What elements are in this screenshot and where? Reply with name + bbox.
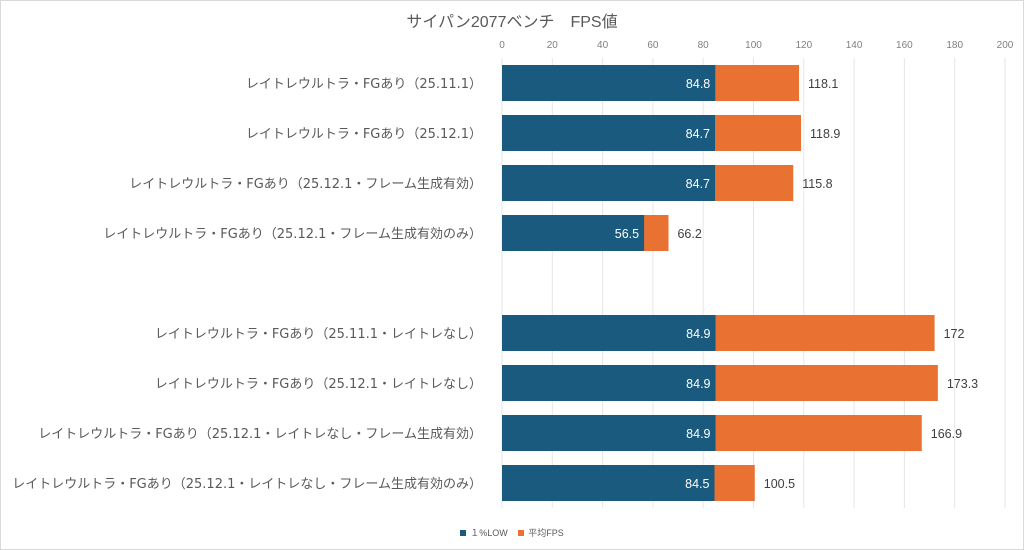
data-label-1pct-low: 56.5 (615, 227, 639, 241)
legend-label-average-fps: 平均FPS (528, 528, 564, 538)
data-label-average-fps: 173.3 (947, 377, 978, 391)
bar-1pct-low (502, 465, 715, 501)
bar-1pct-low (502, 165, 716, 201)
data-label-average-fps: 66.2 (677, 227, 701, 241)
x-tick-label: 200 (997, 40, 1014, 51)
x-tick-label: 100 (745, 40, 762, 51)
legend-item-1pct-low: １%LOW (460, 526, 508, 539)
x-tick-label: 60 (647, 40, 659, 51)
legend-swatch-average-fps (518, 529, 525, 536)
category-label: レイトレウルトラ・FGあり（25.11.1・レイトレなし） (155, 327, 482, 342)
bar-1pct-low (502, 365, 716, 401)
x-tick-label: 120 (795, 40, 812, 51)
bars (502, 65, 938, 501)
legend: １%LOW 平均FPS (0, 526, 1024, 539)
data-label-1pct-low: 84.9 (686, 427, 710, 441)
bar-1pct-low (502, 415, 716, 451)
x-tick-label: 160 (896, 40, 913, 51)
data-label-average-fps: 166.9 (931, 427, 962, 441)
category-label: レイトレウルトラ・FGあり（25.11.1） (246, 77, 482, 92)
data-label-1pct-low: 84.9 (686, 377, 710, 391)
data-label-1pct-low: 84.8 (686, 77, 710, 91)
data-label-average-fps: 118.9 (810, 127, 840, 141)
data-label-1pct-low: 84.7 (686, 177, 710, 191)
data-label-average-fps: 172 (944, 327, 965, 341)
bar-1pct-low (502, 315, 716, 351)
legend-label-1pct-low: １%LOW (470, 528, 508, 538)
category-label: レイトレウルトラ・FGあり（25.12.1・フレーム生成有効） (129, 177, 482, 192)
x-tick-label: 20 (547, 40, 559, 51)
category-label: レイトレウルトラ・FGあり（25.12.1・レイトレなし） (155, 377, 482, 392)
legend-swatch-1pct-low (460, 529, 467, 536)
data-label-1pct-low: 84.9 (686, 327, 710, 341)
legend-item-average-fps: 平均FPS (518, 526, 564, 539)
x-tick-label: 140 (846, 40, 863, 51)
x-tick-label: 180 (946, 40, 963, 51)
category-label: レイトレウルトラ・FGあり（25.12.1・レイトレなし・フレーム生成有効） (38, 427, 482, 442)
x-tick-label: 0 (499, 40, 505, 51)
bar-1pct-low (502, 115, 716, 151)
data-label-average-fps: 100.5 (764, 477, 795, 491)
data-label-1pct-low: 84.7 (686, 127, 710, 141)
category-label: レイトレウルトラ・FGあり（25.12.1・フレーム生成有効のみ） (103, 227, 482, 242)
category-label: レイトレウルトラ・FGあり（25.12.1・レイトレなし・フレーム生成有効のみ） (12, 477, 482, 492)
bar-1pct-low (502, 65, 716, 101)
category-labels: レイトレウルトラ・FGあり（25.11.1） レイトレウルトラ・FGあり（25.1… (12, 77, 482, 492)
x-axis-ticks: 0 20 40 60 80 100 120 140 160 180 200 (499, 40, 1014, 51)
data-label-average-fps: 115.8 (802, 177, 832, 191)
x-tick-label: 80 (698, 40, 710, 51)
category-label: レイトレウルトラ・FGあり（25.12.1） (246, 127, 482, 142)
data-label-1pct-low: 84.5 (685, 477, 709, 491)
chart-title: サイパン2077ベンチ FPS値 (406, 14, 618, 31)
data-labels: 84.8 118.1 84.7 118.9 84.7 115.8 56.5 66.2 84.9 1… (615, 77, 978, 491)
bar-1pct-low (502, 215, 645, 251)
data-label-average-fps: 118.1 (808, 77, 838, 91)
x-tick-label: 40 (597, 40, 609, 51)
